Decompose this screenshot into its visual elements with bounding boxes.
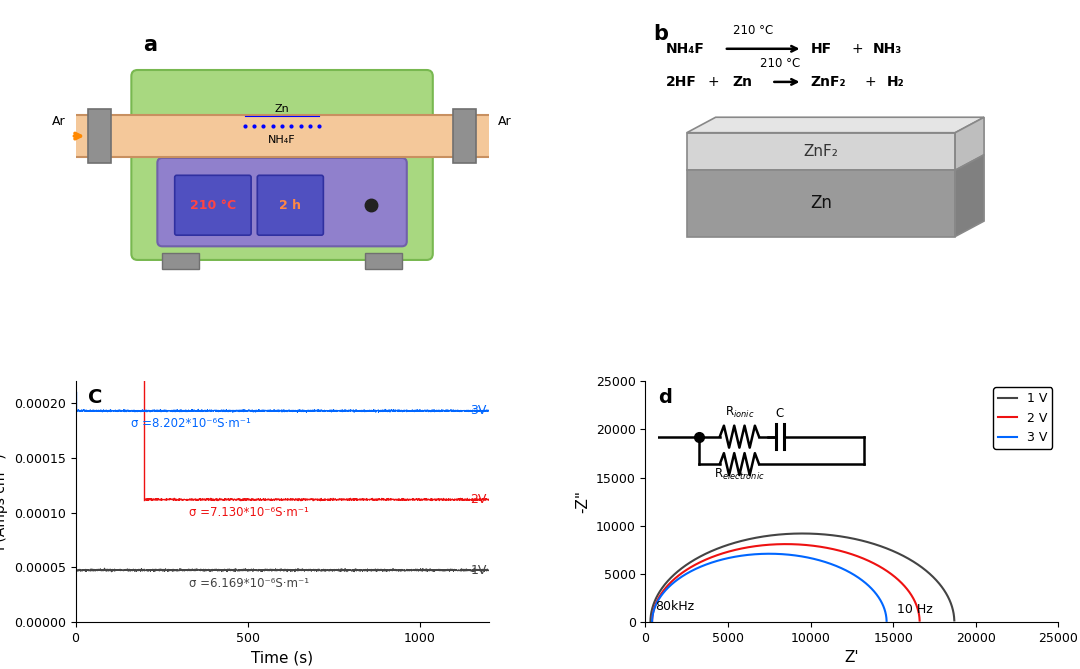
Line: 2 V: 2 V (652, 544, 920, 622)
Y-axis label: -Z": -Z" (576, 490, 591, 513)
Bar (162, 252, 200, 269)
FancyBboxPatch shape (175, 175, 251, 235)
3 V (880, 617, 893, 625)
Text: ZnF₂: ZnF₂ (811, 75, 846, 89)
3 V (646, 618, 659, 626)
3 V (878, 604, 891, 612)
1 V (744, 535, 757, 543)
Text: NH₄F: NH₄F (268, 135, 296, 145)
Line: 1 V: 1 V (650, 533, 955, 622)
X-axis label: Z': Z' (845, 650, 860, 666)
Text: Ar: Ar (52, 115, 66, 128)
3 V (677, 571, 690, 579)
Text: 2V: 2V (471, 493, 487, 506)
2 V (780, 540, 793, 548)
Bar (454, 109, 476, 163)
2 V (744, 543, 757, 551)
Text: 210 °C: 210 °C (190, 199, 237, 211)
3 V (762, 550, 775, 558)
Text: ZnF₂: ZnF₂ (804, 144, 838, 159)
2 V (723, 548, 735, 556)
2 V (733, 545, 746, 553)
Text: H₂: H₂ (887, 75, 905, 89)
Bar (87, 109, 111, 163)
Text: NH₃: NH₃ (873, 41, 902, 56)
Text: Zn: Zn (810, 195, 832, 212)
Text: 2 h: 2 h (280, 199, 301, 211)
FancyBboxPatch shape (132, 70, 433, 260)
Text: 1V: 1V (471, 564, 487, 577)
Text: 210 °C: 210 °C (732, 24, 773, 37)
Polygon shape (955, 117, 984, 170)
1 V (756, 533, 769, 541)
Text: 80kHz: 80kHz (656, 599, 694, 613)
2 V (681, 565, 694, 573)
Text: Zn: Zn (732, 75, 752, 89)
Bar (71, 116, 492, 157)
3 V (713, 557, 726, 565)
Text: 2HF: 2HF (666, 75, 697, 89)
Text: C: C (87, 389, 103, 407)
Text: +: + (852, 41, 864, 56)
FancyBboxPatch shape (158, 158, 407, 246)
Text: +: + (707, 75, 719, 89)
Text: Ar: Ar (498, 115, 512, 128)
Text: b: b (653, 25, 669, 44)
1 V (685, 558, 698, 566)
3 V (723, 554, 735, 562)
Text: 3V: 3V (471, 404, 487, 417)
Bar (365, 252, 402, 269)
Text: σ =6.169*10⁻⁶S·m⁻¹: σ =6.169*10⁻⁶S·m⁻¹ (189, 577, 309, 589)
1 V (731, 538, 744, 546)
Text: +: + (864, 75, 876, 89)
Bar (687, 132, 955, 170)
Text: d: d (658, 389, 672, 407)
3 V (657, 589, 670, 597)
Line: 3 V: 3 V (652, 554, 887, 622)
Text: 210 °C: 210 °C (759, 57, 800, 70)
X-axis label: Time (s): Time (s) (251, 650, 313, 666)
1 V (948, 616, 961, 624)
2 V (910, 602, 923, 610)
Text: 10 Hz: 10 Hz (896, 603, 932, 616)
3 V (732, 552, 745, 560)
2 V (658, 585, 671, 593)
Text: Zn: Zn (274, 104, 289, 114)
1 V (945, 599, 958, 607)
Text: HF: HF (811, 41, 832, 56)
Y-axis label: I (Amps cm⁻²): I (Amps cm⁻²) (0, 454, 9, 550)
Polygon shape (687, 117, 984, 132)
Text: a: a (143, 35, 157, 55)
Text: σ =7.130*10⁻⁶S·m⁻¹: σ =7.130*10⁻⁶S·m⁻¹ (189, 506, 309, 519)
2 V (914, 617, 927, 625)
Bar (687, 170, 955, 237)
1 V (796, 529, 809, 537)
Polygon shape (955, 155, 984, 237)
Text: NH₄F: NH₄F (666, 41, 705, 56)
1 V (644, 618, 657, 626)
FancyBboxPatch shape (257, 175, 323, 235)
1 V (658, 581, 671, 589)
Legend: 1 V, 2 V, 3 V: 1 V, 2 V, 3 V (993, 387, 1052, 449)
Text: σ =8.202*10⁻⁶S·m⁻¹: σ =8.202*10⁻⁶S·m⁻¹ (131, 417, 251, 430)
2 V (646, 618, 659, 626)
